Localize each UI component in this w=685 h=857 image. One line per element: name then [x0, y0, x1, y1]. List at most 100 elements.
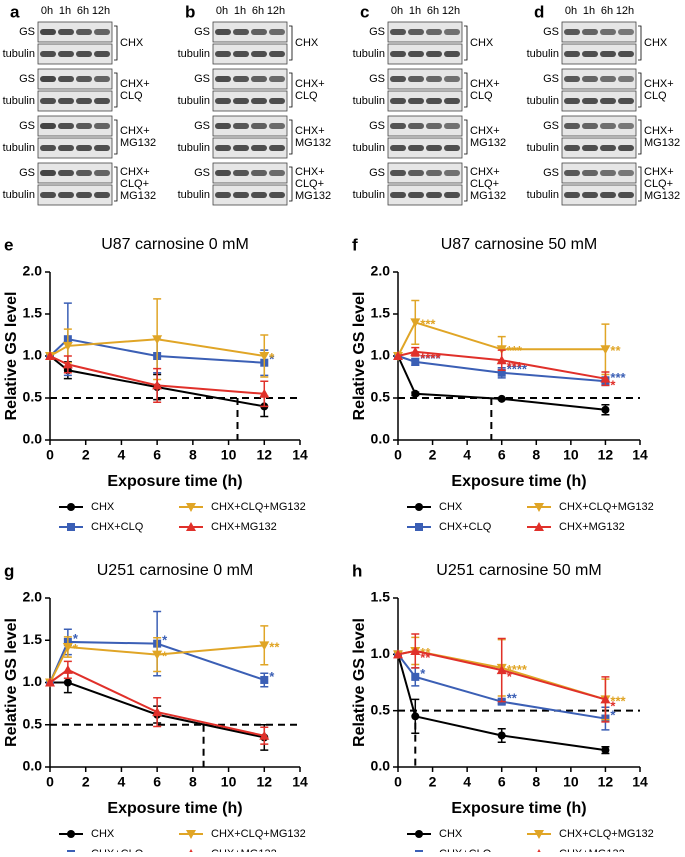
legend-marker: [534, 503, 544, 512]
blot-band: [444, 192, 460, 198]
blot-band: [40, 98, 56, 104]
row-label: tubulin: [3, 142, 35, 154]
bracket: [289, 119, 293, 155]
row-label: tubulin: [527, 189, 559, 201]
condition-label: MG132: [644, 190, 680, 202]
blot-band: [269, 76, 285, 82]
significance-label: *: [420, 666, 426, 681]
blot-band: [76, 170, 92, 176]
blot-band: [618, 51, 634, 57]
x-tick-label: 2: [429, 447, 437, 463]
blot-band: [251, 123, 267, 129]
x-tick-label: 10: [221, 774, 237, 790]
significance-label: *: [269, 669, 275, 684]
blot-band: [444, 145, 460, 151]
blot-strip: [561, 115, 637, 137]
x-tick-label: 14: [292, 774, 308, 790]
blot-band: [408, 145, 424, 151]
blot-band: [58, 170, 74, 176]
significance-label: ***: [507, 343, 523, 358]
blot-band: [600, 76, 616, 82]
x-tick-label: 6: [498, 774, 506, 790]
x-tick-label: 6: [153, 447, 161, 463]
time-label: 12h: [442, 5, 460, 17]
data-point: [410, 346, 421, 356]
data-point: [600, 345, 611, 355]
blot-band: [618, 76, 634, 82]
x-tick-label: 14: [632, 447, 648, 463]
data-point: [260, 675, 269, 684]
blot-band: [408, 76, 424, 82]
x-tick-label: 10: [563, 774, 579, 790]
blot-band: [582, 145, 598, 151]
blot-band: [426, 29, 442, 35]
data-point: [152, 335, 163, 345]
x-tick-label: 14: [292, 447, 308, 463]
blot-band: [94, 170, 110, 176]
x-tick-label: 10: [563, 447, 579, 463]
y-axis-label: Relative GS level: [351, 292, 368, 421]
blot-band: [251, 76, 267, 82]
series-line: [397, 321, 606, 357]
x-axis-label: Exposure time (h): [107, 800, 242, 817]
row-label: GS: [19, 26, 35, 38]
significance-label: ***: [610, 693, 626, 708]
blot-band: [94, 98, 110, 104]
row-label: GS: [543, 73, 559, 85]
row-label: GS: [369, 73, 385, 85]
blot-band: [251, 51, 267, 57]
legend-marker: [415, 830, 423, 838]
condition-label: CLQ+: [120, 178, 149, 190]
blot-band: [269, 123, 285, 129]
series-line: [49, 338, 265, 364]
legend-label: CHX+CLQ: [91, 848, 144, 852]
blot-band: [582, 192, 598, 198]
blot-band: [390, 76, 406, 82]
blot-strip: [387, 137, 463, 159]
bracket: [114, 119, 118, 155]
blot-strip: [561, 90, 637, 112]
y-tick-label: 0.0: [23, 431, 43, 447]
blot-band: [94, 123, 110, 129]
series-line: [49, 668, 265, 737]
blot-band: [40, 51, 56, 57]
time-label: 1h: [409, 5, 421, 17]
y-tick-label: 1.0: [371, 645, 391, 661]
legend-marker: [186, 503, 196, 512]
bracket: [289, 166, 293, 202]
time-label: 0h: [391, 5, 403, 17]
blot-strip: [561, 137, 637, 159]
legend-marker: [67, 830, 75, 838]
series-line: [397, 350, 606, 380]
blot-strip: [37, 162, 113, 184]
series-line: [397, 355, 606, 411]
blot-strip: [37, 68, 113, 90]
legend-marker: [415, 523, 423, 531]
legend-label: CHX+CLQ+MG132: [559, 828, 654, 840]
data-point: [497, 394, 506, 403]
blot-band: [564, 29, 580, 35]
data-point: [497, 368, 506, 377]
blot-strip: [387, 115, 463, 137]
blot-band: [564, 192, 580, 198]
row-label: tubulin: [353, 48, 385, 60]
blot-band: [269, 29, 285, 35]
blot-band: [251, 170, 267, 176]
row-label: tubulin: [178, 189, 210, 201]
legend-marker: [415, 503, 423, 511]
blot-band: [444, 123, 460, 129]
data-point: [62, 359, 73, 369]
bracket: [289, 72, 293, 108]
legend-marker: [534, 830, 544, 839]
y-tick-label: 0.5: [23, 715, 43, 731]
blot-band: [582, 170, 598, 176]
condition-label: CHX+: [295, 166, 325, 178]
series-line: [50, 681, 265, 739]
blot-band: [94, 51, 110, 57]
row-label: GS: [19, 167, 35, 179]
condition-label: MG132: [644, 137, 680, 149]
condition-label: MG132: [470, 137, 506, 149]
series-line: [49, 355, 265, 395]
blot-band: [582, 76, 598, 82]
y-tick-label: 0.0: [371, 758, 391, 774]
